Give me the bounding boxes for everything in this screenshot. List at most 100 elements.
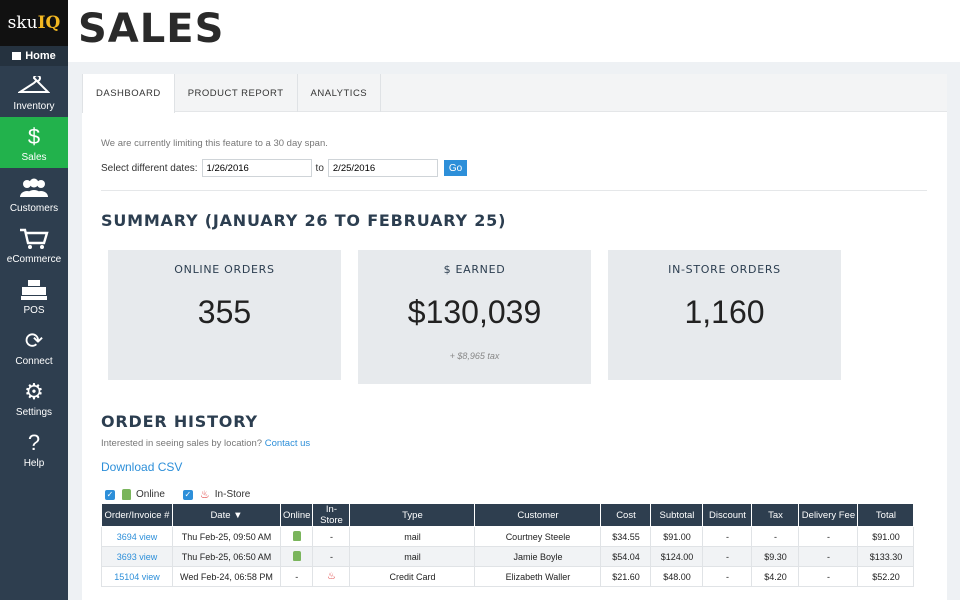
card-title: IN-STORE ORDERS [668,263,781,276]
order-history-title: ORDER HISTORY [101,412,258,431]
column-header[interactable]: In-Store [312,503,351,527]
cost-cell: $34.55 [600,526,652,547]
discount-cell: - [702,566,753,587]
tax-note: + $8,965 tax [449,351,500,361]
order-link[interactable]: 3694 view [116,531,158,542]
table-row: 15104 view Wed Feb-24, 06:58 PM - ♨ Cred… [101,566,915,587]
cost-cell: $21.60 [600,566,652,587]
location-note: Interested in seeing sales by location? … [101,438,927,449]
card-title: $ EARNED [443,263,506,276]
dashboard-content: We are currently limiting this feature t… [101,112,927,501]
order-filters: ✓ Online ✓ ♨ In-Store [105,488,927,501]
sidebar-item-label: Settings [15,406,53,418]
column-header[interactable]: Subtotal [650,503,704,527]
tab-product-report[interactable]: PRODUCT REPORT [175,74,298,112]
contact-us-link[interactable]: Contact us [264,438,311,449]
card-value: $130,039 [407,294,542,330]
delivery-cell: - [798,566,859,587]
sync-icon: ⟳ [24,327,44,353]
dollar-icon: $ [27,123,41,149]
go-button[interactable]: Go [443,160,468,176]
skuiq-logo[interactable]: sku IQ [0,0,68,46]
subtotal-cell: $48.00 [650,566,704,587]
download-csv-link[interactable]: Download CSV [101,460,183,474]
tax-cell: $9.30 [751,546,800,567]
instore-orders-card: IN-STORE ORDERS 1,160 [608,250,841,380]
home-label: Home [25,50,56,62]
order-history-table: Order/Invoice # Date ▼ Online In-Store T… [101,503,915,587]
sidebar-item-customers[interactable]: Customers [0,168,68,219]
home-icon [12,52,22,60]
column-header[interactable]: Total [857,503,915,527]
subtotal-cell: $91.00 [650,526,704,547]
type-cell: Credit Card [349,566,476,587]
type-cell: mail [349,526,476,547]
from-date-input[interactable] [201,159,312,177]
discount-cell: - [702,546,753,567]
sidebar-item-label: Sales [21,151,47,163]
cost-cell: $54.04 [600,546,652,567]
customer-cell: Jamie Boyle [474,546,602,567]
instore-checkbox[interactable]: ✓ [182,489,193,500]
table-row: 3693 view Thu Feb-25, 06:50 AM - mail Ja… [101,546,915,567]
sidebar-item-settings[interactable]: ⚙ Settings [0,372,68,423]
online-cell [279,546,314,567]
sidebar-item-label: Inventory [13,100,55,112]
online-checkbox[interactable]: ✓ [105,489,115,500]
location-note-text: Interested in seeing sales by location? [101,438,263,449]
sidebar-item-help[interactable]: ? Help [0,423,68,474]
column-header[interactable]: Online [279,503,314,527]
instore-cell: - [312,546,351,567]
page-header: SALES [68,0,960,62]
shopify-icon [292,530,301,541]
logo-prefix: sku [7,13,38,33]
date-selector: Select different dates: to Go [101,159,927,177]
card-value: 355 [197,294,252,330]
column-header[interactable]: Order/Invoice # [101,503,173,527]
online-cell: - [279,566,314,587]
question-icon: ? [27,429,41,455]
card-value: 1,160 [684,294,765,330]
order-link[interactable]: 15104 view [114,571,160,582]
total-cell: $133.30 [857,546,915,567]
column-header[interactable]: Delivery Fee [798,503,859,527]
order-link[interactable]: 3693 view [116,551,158,562]
page-title: SALES [78,6,225,52]
date-cell: Thu Feb-25, 06:50 AM [172,546,281,567]
sidebar-item-ecommerce[interactable]: eCommerce [0,219,68,270]
online-filter-label: Online [136,489,165,500]
column-header[interactable]: Cost [600,503,652,527]
column-header[interactable]: Tax [751,503,800,527]
date-limit-notice: We are currently limiting this feature t… [101,138,328,149]
to-date-input[interactable] [327,159,438,177]
people-icon [18,174,50,202]
sidebar-item-pos[interactable]: POS [0,270,68,321]
summary-title: SUMMARY (JANUARY 26 TO FEBRUARY 25) [101,211,507,230]
type-cell: mail [349,546,476,567]
card-title: ONLINE ORDERS [174,263,275,276]
delivery-cell: - [798,546,859,567]
tab-analytics[interactable]: ANALYTICS [298,74,382,112]
main-panel: DASHBOARD PRODUCT REPORT ANALYTICS We ar… [82,74,947,600]
to-label: to [315,162,324,174]
sidebar-item-sales[interactable]: $ Sales [0,117,68,168]
date-cell: Thu Feb-25, 09:50 AM [172,526,281,547]
column-header[interactable]: Customer [474,503,602,527]
column-header[interactable]: Date ▼ [172,503,281,527]
logo-suffix: IQ [37,13,61,33]
tax-cell: - [751,526,800,547]
flame-icon: ♨ [199,489,210,501]
home-link[interactable]: Home [0,46,68,66]
tab-dashboard[interactable]: DASHBOARD [82,74,175,113]
total-cell: $91.00 [857,526,915,547]
column-header[interactable]: Type [349,503,476,527]
sidebar-item-inventory[interactable]: Inventory [0,66,68,117]
customer-cell: Elizabeth Waller [474,566,602,587]
shopify-icon [292,550,301,561]
sidebar-item-connect[interactable]: ⟳ Connect [0,321,68,372]
earned-card: $ EARNED $130,039 + $8,965 tax [358,250,591,384]
gear-icon: ⚙ [24,378,44,404]
sidebar-item-label: POS [23,304,45,316]
column-header[interactable]: Discount [702,503,753,527]
customer-cell: Courtney Steele [474,526,602,547]
